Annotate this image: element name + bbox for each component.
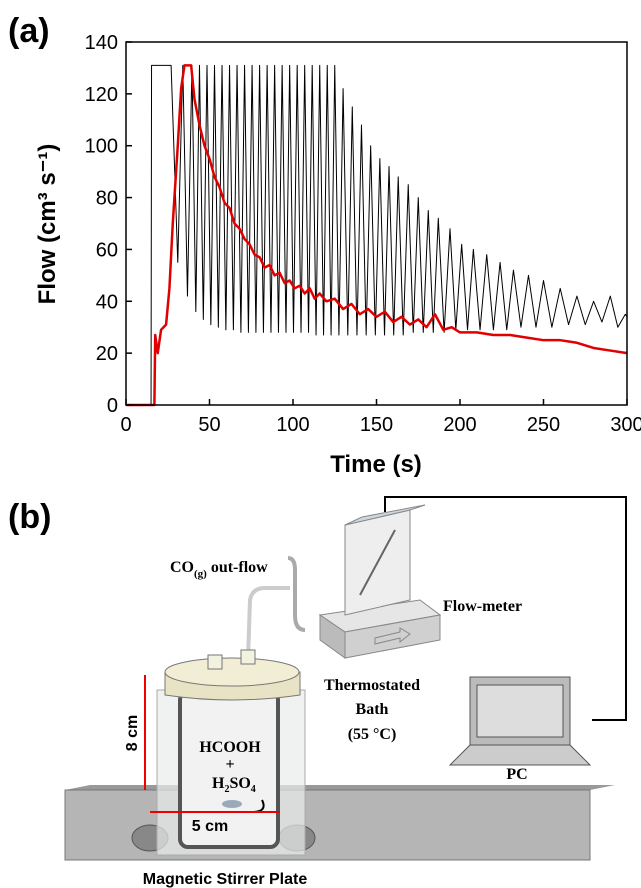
x-tick-label: 300 — [610, 414, 641, 436]
plate-top — [65, 785, 615, 790]
bath-label: (55 °C) — [348, 726, 397, 743]
pc-display — [476, 684, 564, 738]
flowmeter-cap — [344, 504, 426, 526]
bath-label: Thermostated — [324, 677, 420, 694]
port — [207, 654, 223, 670]
y-tick-label: 140 — [85, 32, 118, 54]
plot-frame — [125, 41, 628, 406]
plot-area: 0 50 100 150 200 250 300 0 20 40 60 80 100 120 140 — [85, 32, 641, 436]
label-part: 4 — [251, 784, 256, 795]
tubing — [246, 586, 290, 661]
data-line — [126, 64, 628, 406]
panel-label: (a) — [8, 12, 50, 50]
y-tick-label: 20 — [96, 343, 118, 365]
x-tick-label: 150 — [360, 414, 393, 436]
plate-label: Magnetic Stirrer Plate — [143, 871, 308, 888]
label-part: 2 — [224, 784, 229, 795]
label-part: (g) — [194, 568, 207, 580]
flowmeter-label: Flow-meter — [443, 598, 522, 615]
x-tick-label: 100 — [276, 414, 309, 436]
outflow-label: CO(g) out-flow — [170, 559, 268, 580]
diagram — [64, 496, 627, 861]
x-tick-label: 0 — [120, 414, 131, 436]
label-part: H — [212, 775, 225, 792]
pc-keyboard — [448, 744, 592, 766]
flowmeter-side — [319, 614, 346, 659]
solution-label: HCOOH — [199, 739, 261, 756]
stir-bar — [222, 800, 242, 808]
width-label: 5 cm — [192, 818, 228, 835]
height-label: 8 cm — [124, 715, 141, 751]
x-tick-label: 50 — [198, 414, 220, 436]
y-tick-label: 120 — [85, 84, 118, 106]
data-line — [126, 64, 628, 407]
y-tick-label: 40 — [96, 291, 118, 313]
bath-label: Bath — [356, 701, 389, 718]
pc-label: PC — [506, 766, 527, 783]
cable — [384, 496, 627, 721]
y-tick-label: 0 — [107, 395, 118, 417]
port — [240, 649, 256, 665]
x-tick-label: 200 — [443, 414, 476, 436]
label-part: SO — [229, 775, 250, 792]
tubing — [287, 556, 306, 632]
lid-top — [164, 657, 300, 687]
y-axis-title: Flow (cm³ s⁻¹) — [34, 144, 61, 305]
x-axis-title: Time (s) — [330, 451, 422, 478]
x-tick-label: 250 — [527, 414, 560, 436]
label-part: out-flow — [207, 559, 268, 576]
y-tick-label: 100 — [85, 136, 118, 158]
panel-label: (b) — [8, 498, 51, 536]
label-part: CO — [170, 559, 194, 576]
y-tick-label: 80 — [96, 188, 118, 210]
y-tick-label: 60 — [96, 239, 118, 261]
solution-label: + — [225, 756, 234, 773]
solution-label: H2SO4 — [212, 775, 256, 795]
flow-arrow — [374, 627, 411, 645]
flowmeter-tube — [359, 529, 396, 596]
